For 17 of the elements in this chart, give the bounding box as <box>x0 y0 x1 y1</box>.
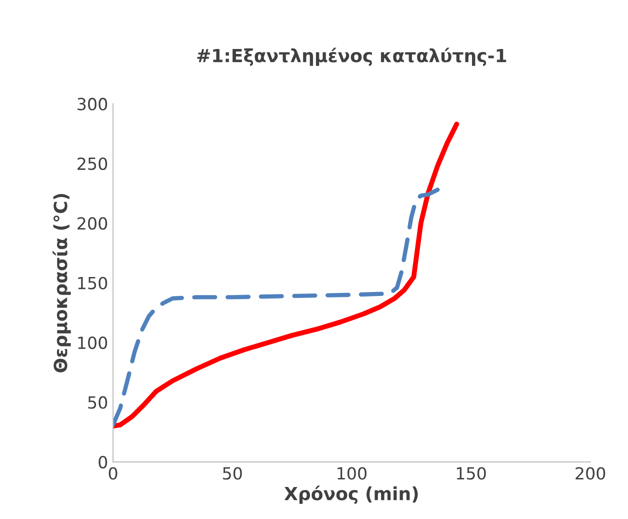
line-series <box>113 188 440 427</box>
y-tick-label: 200 <box>78 217 108 230</box>
x-tick-label: 0 <box>108 467 118 480</box>
x-tick-label: 100 <box>338 467 366 480</box>
x-tick-label: 150 <box>456 467 486 480</box>
y-axis-title: Θερμοκρασία (°C) <box>52 194 71 372</box>
y-tick-label: 300 <box>78 98 108 110</box>
x-tick-label: 50 <box>223 467 242 480</box>
y-tick-label: 150 <box>78 276 108 290</box>
y-tick-label: 50 <box>88 396 108 409</box>
y-tick-label: 250 <box>78 157 108 170</box>
x-tick-label: 200 <box>576 467 606 480</box>
chart-title: #1:Εξαντλημένος καταλύτης-1 <box>197 48 506 66</box>
y-tick-label: 0 <box>98 456 108 468</box>
line-series <box>113 122 460 429</box>
x-axis-title: Χρόνος (min) <box>284 486 418 504</box>
y-tick-label: 100 <box>78 336 108 350</box>
